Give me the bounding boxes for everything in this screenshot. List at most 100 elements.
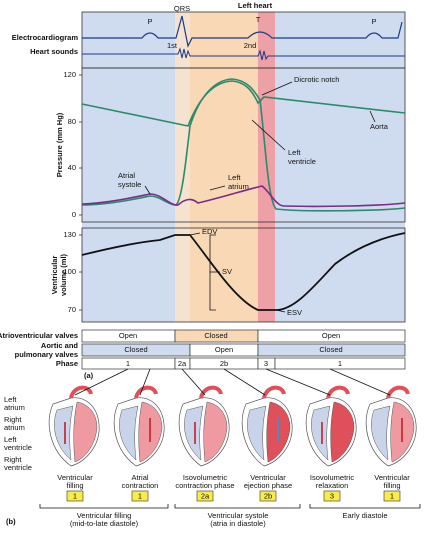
aorta <box>134 385 158 399</box>
annotation: Left <box>288 148 301 157</box>
wave-label: P <box>371 17 376 26</box>
panel-label: (b) <box>6 517 16 526</box>
stage-label: filling <box>383 481 400 490</box>
annotation: ventricle <box>288 157 316 166</box>
valve-table <box>81 329 406 370</box>
annotation: EDV <box>202 227 217 236</box>
ecg-label: Electrocardiogram <box>12 33 79 42</box>
right-side <box>119 405 139 461</box>
y-tick-label: 70 <box>68 305 76 314</box>
heart <box>178 385 230 467</box>
phase-number: 1 <box>390 491 394 500</box>
structure-label: atrium <box>4 403 25 412</box>
y-ticks <box>79 74 82 311</box>
stage-label: Atrial <box>131 473 148 482</box>
heart-sound-trace <box>82 47 405 61</box>
annotation-leaders <box>144 81 376 313</box>
phase-box <box>383 490 401 502</box>
phase-box <box>259 490 277 502</box>
wave-label: P <box>147 17 152 26</box>
row-label: pulmonary valves <box>15 350 78 359</box>
panel-frames <box>81 11 406 323</box>
heart <box>113 385 165 467</box>
structure-label: Left <box>4 435 17 444</box>
cell: Open <box>322 331 340 340</box>
sound-label: 1st <box>167 41 178 50</box>
right-side <box>184 405 204 461</box>
group-label: Ventricular systole <box>208 511 269 520</box>
phase-box <box>131 490 149 502</box>
annotation: atrium <box>228 182 249 191</box>
structure-label: atrium <box>4 423 25 432</box>
heart <box>305 385 357 467</box>
phase-number: 2b <box>264 491 272 500</box>
stage-label: contraction phase <box>175 481 234 490</box>
phase-box <box>323 490 341 502</box>
structure-label: Right <box>4 455 22 464</box>
stage-label: Ventricular <box>57 473 93 482</box>
phase-number: 1 <box>138 491 142 500</box>
heart <box>241 385 293 467</box>
cell: 2a <box>178 359 187 368</box>
phase-number: 3 <box>330 491 334 500</box>
y-tick-label: 80 <box>68 117 76 126</box>
annotation: SV <box>222 267 232 276</box>
annotation: Dicrotic notch <box>294 75 339 84</box>
stage-label: Ventricular <box>250 473 286 482</box>
heart <box>48 385 100 467</box>
right-side <box>247 405 267 461</box>
y-tick-label: 40 <box>68 163 76 172</box>
left-ventricle-curve <box>81 78 406 212</box>
right-side <box>371 405 391 461</box>
group-label: Ventricular filling <box>77 511 132 520</box>
stage-label: ejection phase <box>244 481 292 490</box>
y-tick-label: 130 <box>63 230 76 239</box>
stage-label: filling <box>66 481 83 490</box>
cell: 1 <box>338 359 342 368</box>
structure-label: ventricle <box>4 443 32 452</box>
stage-label: Ventricular <box>374 473 410 482</box>
title: Left heart <box>238 1 273 10</box>
annotation: systole <box>118 180 141 189</box>
row-label: Atrioventricular valves <box>0 331 78 340</box>
right-side <box>311 405 331 461</box>
y-tick-label: 100 <box>63 267 76 276</box>
annotation: Atrial <box>118 171 135 180</box>
group-label: (atria in diastole) <box>210 519 266 528</box>
cell: 2b <box>220 359 228 368</box>
volume-axis-label: Ventricular <box>50 256 59 295</box>
cell: 1 <box>126 359 130 368</box>
ecg-trace <box>82 15 403 48</box>
row-label: Phase <box>56 359 78 368</box>
cell: Open <box>215 345 233 354</box>
annotation: ESV <box>287 308 302 317</box>
aorta <box>386 385 410 399</box>
stage-label: Isovolumetric <box>183 473 227 482</box>
cell: Open <box>119 331 137 340</box>
phase-box <box>196 490 214 502</box>
aorta <box>262 385 286 399</box>
cell: Closed <box>319 345 342 354</box>
wave-label: T <box>256 15 261 24</box>
volume-curve <box>81 232 406 311</box>
y-tick-label: 120 <box>63 70 76 79</box>
sound-label: 2nd <box>244 41 257 50</box>
heart-sounds-label: Heart sounds <box>30 47 78 56</box>
pressure-axis-label: Pressure (mm Hg) <box>55 112 64 177</box>
stage-label: Isovolumetric <box>310 473 354 482</box>
left-side <box>330 401 355 463</box>
structure-label: ventricle <box>4 463 32 472</box>
aorta <box>69 385 93 399</box>
panel-label: (a) <box>84 371 94 380</box>
stage-label: contraction <box>122 481 159 490</box>
aorta <box>326 385 350 399</box>
stage-label: relaxation <box>316 481 349 490</box>
heart-illustrations <box>48 385 417 467</box>
cell: 3 <box>264 359 268 368</box>
group-brackets <box>39 368 421 509</box>
cell: Closed <box>204 331 227 340</box>
phase-number: 2a <box>201 491 210 500</box>
volume-axis-label: volume (ml) <box>59 253 68 296</box>
wave-label: QRS <box>174 4 190 13</box>
